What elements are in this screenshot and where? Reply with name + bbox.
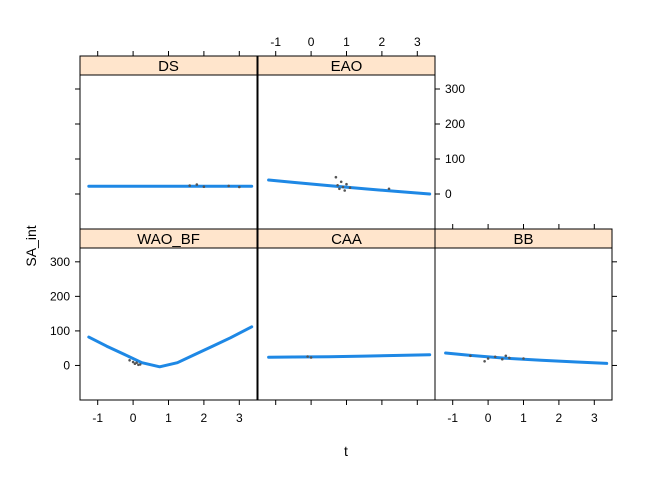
data-point: [309, 356, 313, 359]
data-point: [135, 361, 138, 365]
data-point: [345, 182, 348, 186]
x-tick-label: 0: [485, 411, 492, 425]
panel-ds: DS: [79, 55, 258, 230]
strip-label: WAO_BF: [137, 231, 200, 248]
x-tick-label: 0: [308, 35, 315, 49]
x-tick-label: 0: [130, 411, 137, 425]
data-point: [238, 185, 241, 189]
y-axis-label: SA_int: [23, 225, 39, 266]
fit-line: [87, 325, 254, 369]
x-tick-label: 2: [556, 411, 563, 425]
panel-frame: [257, 247, 436, 401]
fit-line: [267, 353, 432, 359]
data-point: [493, 355, 497, 359]
panel-caa: CAA: [257, 228, 436, 401]
panel-frame: [257, 74, 436, 230]
y-tick-label: 100: [445, 152, 465, 166]
panel-eao: EAO: [257, 55, 436, 230]
x-tick-label: 1: [520, 411, 527, 425]
data-point: [195, 183, 199, 186]
panel-bb: BB: [434, 228, 613, 401]
x-tick-label: 1: [343, 35, 350, 49]
x-tick-label: -1: [92, 411, 103, 425]
data-point: [483, 360, 486, 363]
data-point: [501, 357, 504, 361]
data-point: [227, 184, 230, 188]
y-tick-label: 200: [50, 289, 70, 303]
y-tick-label: 0: [63, 358, 70, 372]
strip-label: CAA: [331, 231, 362, 248]
data-point: [343, 189, 347, 192]
x-tick-label: 3: [591, 411, 598, 425]
data-point: [188, 184, 191, 187]
x-tick-label: 2: [379, 35, 386, 49]
panel-frame: [79, 74, 258, 230]
x-tick-label: -1: [447, 411, 458, 425]
data-point: [508, 356, 511, 360]
panel-frame: [79, 247, 258, 401]
data-point: [138, 363, 142, 366]
data-point: [131, 360, 135, 364]
data-point: [387, 187, 391, 191]
y-tick-label: 300: [50, 255, 70, 269]
x-tick-label: -1: [270, 35, 281, 49]
panel-frame: [434, 247, 613, 401]
x-tick-label: 3: [414, 35, 421, 49]
fit-line: [444, 351, 609, 365]
strip-label: EAO: [331, 58, 363, 75]
y-tick-label: 200: [445, 117, 465, 131]
data-point: [486, 357, 490, 360]
data-point: [348, 186, 352, 189]
x-tick-label: 2: [201, 411, 208, 425]
x-tick-label: 3: [236, 411, 243, 425]
data-point: [522, 357, 525, 360]
data-point: [334, 175, 338, 179]
data-point: [339, 180, 343, 184]
data-point: [306, 355, 309, 358]
x-tick-label: 1: [165, 411, 172, 425]
data-point: [338, 187, 341, 191]
x-axis-label: t: [344, 443, 348, 459]
strip-label: BB: [513, 231, 533, 248]
data-point: [469, 354, 472, 358]
panels: DS EAO WAO_BF CAA BB -1 0 1 2 3 -1 0 1 2 3 -1 0 1 2 3 0 100 20…: [50, 35, 617, 425]
y-tick-label: 100: [50, 324, 70, 338]
fit-line: [267, 178, 432, 196]
data-point: [336, 184, 339, 187]
y-tick-label: 0: [445, 187, 452, 201]
y-tick-label: 300: [445, 82, 465, 96]
panel-wao-bf: WAO_BF: [79, 228, 258, 401]
data-point: [202, 185, 206, 188]
data-point: [128, 359, 131, 362]
data-point: [341, 185, 345, 189]
strip-label: DS: [158, 58, 179, 75]
data-point: [504, 354, 508, 358]
